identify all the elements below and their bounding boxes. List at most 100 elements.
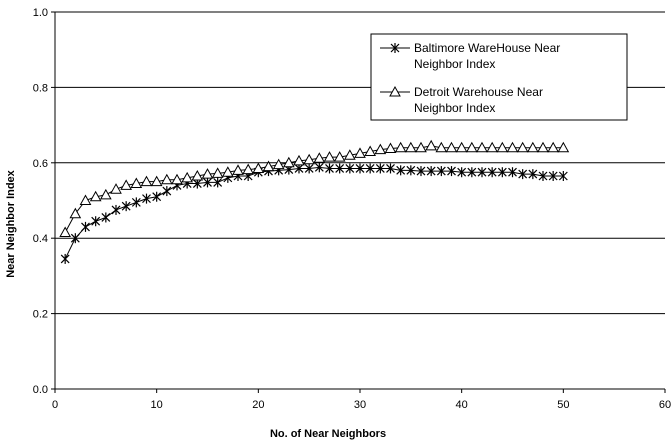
data-point — [547, 141, 560, 153]
data-point — [70, 233, 80, 244]
data-point — [416, 166, 426, 177]
data-point — [282, 156, 295, 168]
x-tick-label: 60 — [659, 399, 671, 411]
data-point — [262, 160, 275, 172]
data-point — [384, 142, 397, 153]
data-point — [110, 183, 122, 194]
data-point — [406, 165, 416, 176]
data-point — [557, 141, 570, 153]
x-tick-labels: 0 10 20 30 40 50 60 — [52, 399, 671, 411]
data-point — [436, 166, 446, 177]
data-point — [528, 169, 538, 180]
legend: Baltimore WareHouse Near Neighbor Index De… — [370, 33, 628, 121]
data-point — [354, 147, 366, 158]
data-point — [415, 141, 427, 153]
data-point — [355, 163, 365, 174]
data-point — [486, 141, 499, 153]
data-point — [467, 167, 477, 178]
data-point — [325, 163, 334, 174]
data-point — [476, 141, 488, 153]
data-point — [435, 141, 448, 153]
data-point — [375, 163, 385, 174]
data-point — [487, 167, 497, 178]
data-point — [303, 153, 316, 165]
series-line — [64, 166, 564, 260]
axes — [51, 11, 666, 393]
y-axis-title: Near Neighbor Index — [5, 169, 17, 277]
data-point — [404, 141, 417, 153]
data-point — [426, 166, 436, 177]
y-tick-label: 1.0 — [33, 7, 48, 19]
legend-marker — [390, 43, 400, 53]
data-point — [152, 191, 162, 202]
y-tick-label: 0.4 — [33, 233, 48, 245]
series-baltimore — [60, 162, 568, 264]
data-point — [59, 226, 72, 238]
data-point — [272, 158, 285, 170]
data-point — [323, 151, 336, 162]
data-point — [201, 168, 214, 179]
x-tick-label: 10 — [151, 399, 163, 411]
data-point — [386, 163, 395, 174]
data-point — [211, 167, 224, 178]
data-point — [365, 163, 375, 174]
y-tick-labels: 0.0 0.2 0.4 0.6 0.8 1.0 — [33, 7, 48, 396]
data-point — [160, 173, 173, 185]
x-tick-label: 40 — [456, 399, 468, 411]
data-point — [457, 167, 467, 178]
data-point — [111, 204, 121, 215]
x-tick-label: 30 — [354, 399, 366, 411]
series-detroit — [59, 139, 570, 238]
data-point — [425, 139, 438, 151]
x-tick-label: 50 — [557, 399, 569, 411]
data-point — [477, 167, 487, 178]
data-point — [558, 170, 568, 181]
legend-label: Detroit Warehouse Near Neighbor Index — [414, 85, 543, 115]
data-point — [304, 163, 314, 174]
data-point — [89, 190, 102, 202]
data-point — [232, 164, 244, 175]
legend-entry-baltimore: Baltimore WareHouse Near Neighbor Index — [380, 41, 560, 71]
data-point — [445, 141, 458, 153]
data-point — [333, 151, 346, 162]
data-point — [181, 171, 194, 183]
data-point — [130, 177, 143, 189]
data-point — [335, 163, 345, 174]
y-tick-label: 0.8 — [33, 82, 48, 94]
data-point — [465, 141, 478, 153]
data-point — [343, 149, 356, 160]
data-point — [252, 162, 265, 173]
plot-series — [59, 139, 570, 264]
data-point — [140, 175, 153, 187]
data-point — [242, 163, 255, 175]
data-point — [345, 163, 355, 174]
data-point — [99, 188, 112, 200]
data-point — [162, 186, 172, 197]
data-point — [121, 201, 131, 212]
data-point — [314, 162, 324, 173]
data-point — [191, 169, 204, 181]
data-point — [313, 152, 326, 163]
data-point — [508, 167, 517, 178]
data-point — [538, 170, 548, 181]
series-line — [64, 145, 564, 233]
data-point — [537, 141, 549, 153]
data-point — [526, 141, 539, 153]
data-point — [447, 166, 456, 177]
data-point — [120, 179, 133, 190]
data-point — [497, 167, 507, 178]
data-point — [150, 175, 163, 187]
data-point — [69, 207, 82, 219]
data-point — [60, 253, 70, 264]
data-point — [548, 170, 558, 181]
y-tick-label: 0.6 — [33, 158, 48, 170]
data-point — [79, 194, 92, 205]
data-point — [518, 169, 528, 180]
data-point — [101, 212, 111, 223]
data-point — [496, 141, 509, 153]
data-point — [171, 173, 183, 185]
x-tick-label: 20 — [252, 399, 264, 411]
data-point — [131, 197, 141, 208]
data-point — [396, 165, 406, 176]
data-point — [213, 177, 223, 188]
